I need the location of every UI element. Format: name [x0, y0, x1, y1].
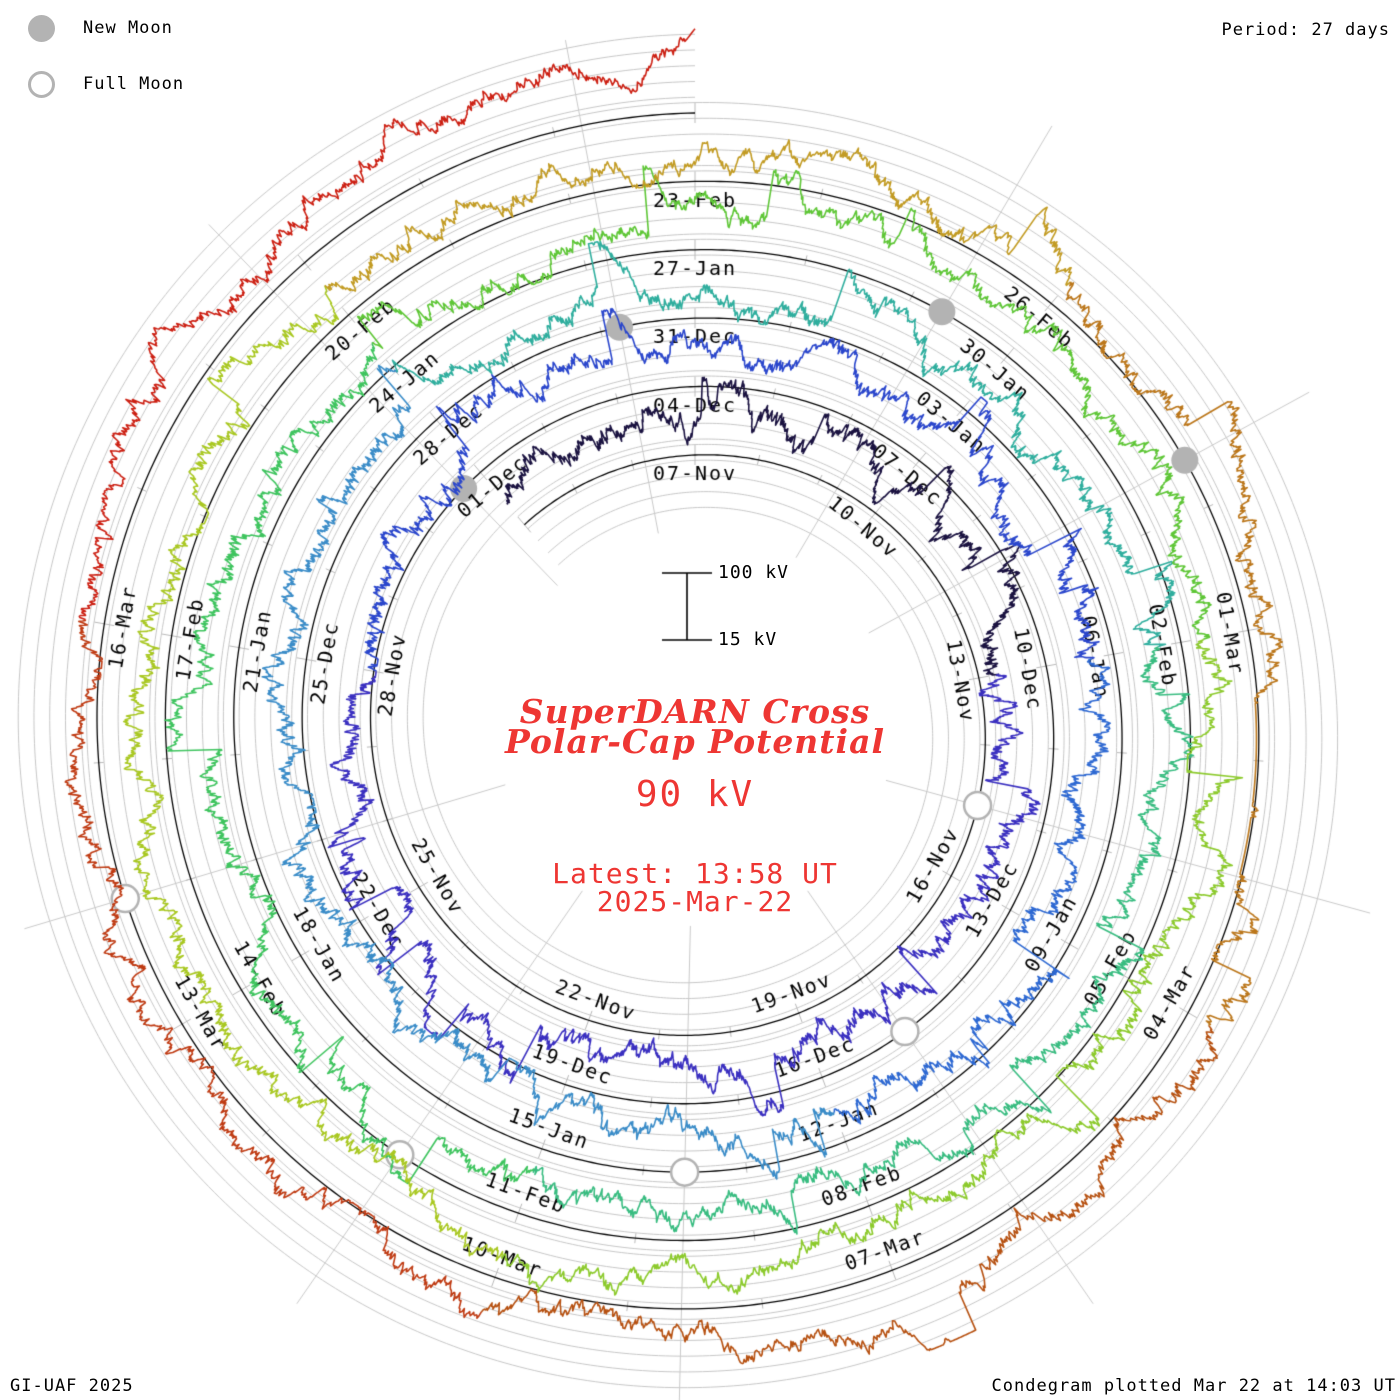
latest-block: Latest: 13:58 UT 2025-Mar-22: [345, 860, 1045, 916]
chart-title-line2: Polar-Cap Potential: [504, 722, 886, 761]
full-moon-label: Full Moon: [83, 74, 185, 94]
latest-date: 2025-Mar-22: [596, 885, 794, 918]
full-moon-icon: [28, 70, 55, 98]
chart-title: SuperDARN Cross Polar-Cap Potential: [345, 692, 1045, 761]
legend-full-moon: Full Moon: [28, 70, 184, 98]
current-value: 90 kV: [635, 774, 755, 815]
scale-bottom-label: 15 kV: [718, 629, 778, 650]
chart-title-line1: SuperDARN Cross: [519, 692, 871, 731]
legend-new-moon: New Moon: [28, 14, 173, 42]
scale-top-label: 100 kV: [718, 562, 790, 583]
new-moon-label: New Moon: [83, 18, 173, 38]
new-moon-icon: [28, 14, 55, 42]
period-label: Period: 27 days: [1221, 20, 1390, 40]
credit-label: GI-UAF 2025: [10, 1376, 134, 1396]
plotted-timestamp: Condegram plotted Mar 22 at 14:03 UT: [991, 1376, 1396, 1396]
latest-time: Latest: 13:58 UT: [552, 857, 838, 890]
